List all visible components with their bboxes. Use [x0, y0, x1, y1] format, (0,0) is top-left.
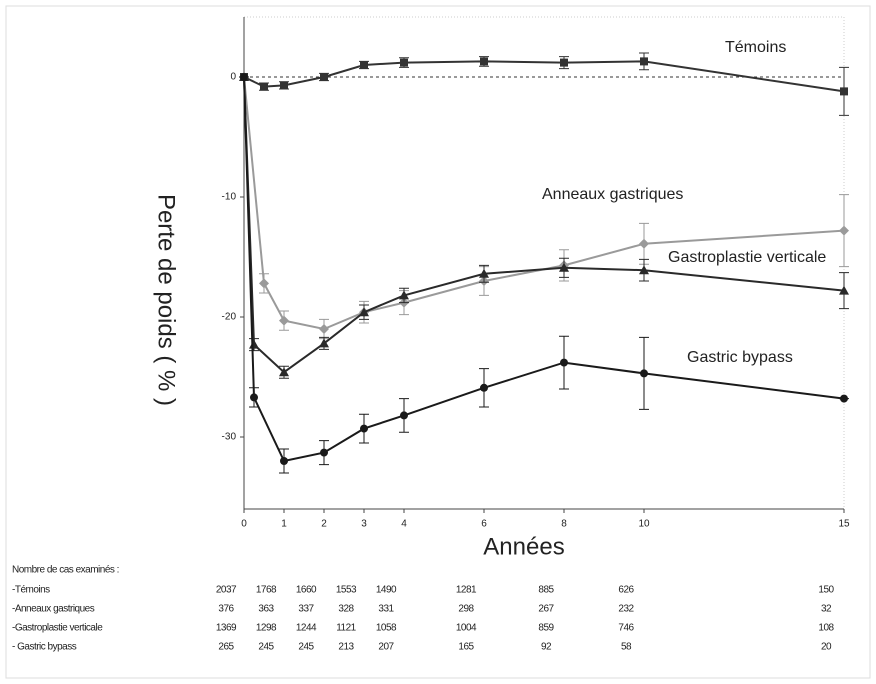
point — [640, 57, 648, 66]
table-cell: 2037 — [216, 585, 237, 596]
table-cell: 1281 — [456, 585, 477, 596]
point — [360, 424, 368, 433]
table-cell: 298 — [458, 604, 474, 615]
series-label: Gastric bypass — [687, 349, 793, 366]
point — [320, 73, 328, 81]
series-line — [243, 76, 845, 374]
table-cell: 1553 — [336, 585, 357, 596]
x-tick-label: 1 — [281, 519, 287, 530]
table-cell: 213 — [338, 642, 354, 653]
table-cell: 885 — [538, 585, 554, 596]
point — [400, 58, 408, 67]
table-cell: 232 — [618, 604, 634, 615]
table-cell: 1768 — [256, 585, 277, 596]
table-cell: 626 — [618, 585, 634, 596]
table-cell: 108 — [818, 623, 834, 634]
x-tick-label: 15 — [838, 519, 850, 530]
point — [259, 278, 269, 289]
table-row-label: -Gastroplastie verticale — [12, 623, 103, 634]
table-cell: 1004 — [456, 623, 477, 634]
table-cell: 267 — [538, 604, 554, 615]
point — [400, 411, 408, 420]
point — [399, 290, 409, 300]
x-tick-label: 0 — [241, 519, 247, 530]
table-cell: 1660 — [296, 585, 317, 596]
point — [250, 393, 258, 402]
point — [359, 307, 369, 317]
table-cell: 245 — [298, 642, 314, 653]
point — [480, 383, 488, 392]
series-line — [243, 60, 845, 93]
series-label: Témoins — [725, 39, 786, 56]
y-axis-label: Perte de poids ( % ) — [153, 194, 180, 406]
point — [840, 394, 848, 403]
point — [360, 61, 368, 69]
series-label: Gastroplastie verticale — [668, 249, 826, 266]
x-tick-label: 3 — [361, 519, 367, 530]
point — [639, 238, 649, 249]
x-axis-label: Années — [483, 533, 564, 560]
point — [260, 82, 268, 91]
series-line — [243, 76, 845, 463]
point — [280, 457, 288, 465]
y-tick-label: -10 — [222, 192, 237, 203]
table-cell: 859 — [538, 623, 554, 634]
table-cell: 32 — [821, 604, 832, 615]
table-cell: 165 — [458, 642, 474, 653]
table-cell: 92 — [541, 642, 552, 653]
table-cell: 150 — [818, 585, 834, 596]
y-tick-label: -20 — [222, 312, 237, 323]
table-cell: 1298 — [256, 623, 277, 634]
table-cell: 1244 — [296, 623, 317, 634]
table-row-label: - Gastric bypass — [12, 642, 77, 653]
point — [240, 73, 248, 81]
table-cell: 328 — [338, 604, 354, 615]
point — [640, 369, 648, 378]
table-cell: 1490 — [376, 585, 397, 596]
point — [279, 315, 289, 326]
table-cell: 1369 — [216, 623, 237, 634]
table-row-label: -Anneaux gastriques — [12, 604, 95, 615]
point — [479, 268, 489, 278]
table-cell: 1058 — [376, 623, 397, 634]
x-tick-label: 6 — [481, 519, 487, 530]
x-tick-label: 8 — [561, 519, 567, 530]
point — [560, 358, 568, 367]
point — [249, 339, 259, 349]
table-cell: 337 — [298, 604, 314, 615]
point — [320, 448, 328, 457]
table-cell: 376 — [218, 604, 234, 615]
point — [840, 87, 848, 96]
table-cell: 746 — [618, 623, 634, 634]
table-cell: 265 — [218, 642, 234, 653]
point — [839, 285, 849, 295]
table-row-label: -Témoins — [12, 585, 50, 596]
table-cell: 20 — [821, 642, 832, 653]
point — [319, 324, 329, 334]
point — [279, 367, 289, 377]
x-tick-label: 10 — [638, 519, 650, 530]
table-cell: 1121 — [336, 623, 356, 634]
point — [280, 81, 288, 90]
table-cell: 58 — [621, 642, 632, 653]
point — [480, 57, 488, 66]
point — [319, 338, 329, 348]
table-cell: 331 — [378, 604, 394, 615]
frame — [5, 5, 871, 679]
table-cell: 363 — [258, 604, 274, 615]
table-cell: 207 — [378, 642, 394, 653]
point — [559, 262, 569, 272]
series-line — [243, 76, 845, 331]
point — [839, 225, 849, 236]
series-label: Anneaux gastriques — [542, 186, 683, 203]
y-tick-label: 0 — [230, 72, 236, 83]
table-title: Nombre de cas examinés : — [12, 565, 119, 576]
table-cell: 245 — [258, 642, 274, 653]
y-tick-label: -30 — [222, 432, 237, 443]
point — [639, 265, 649, 275]
x-tick-label: 2 — [321, 519, 327, 530]
point — [560, 58, 568, 67]
x-tick-label: 4 — [401, 519, 407, 530]
